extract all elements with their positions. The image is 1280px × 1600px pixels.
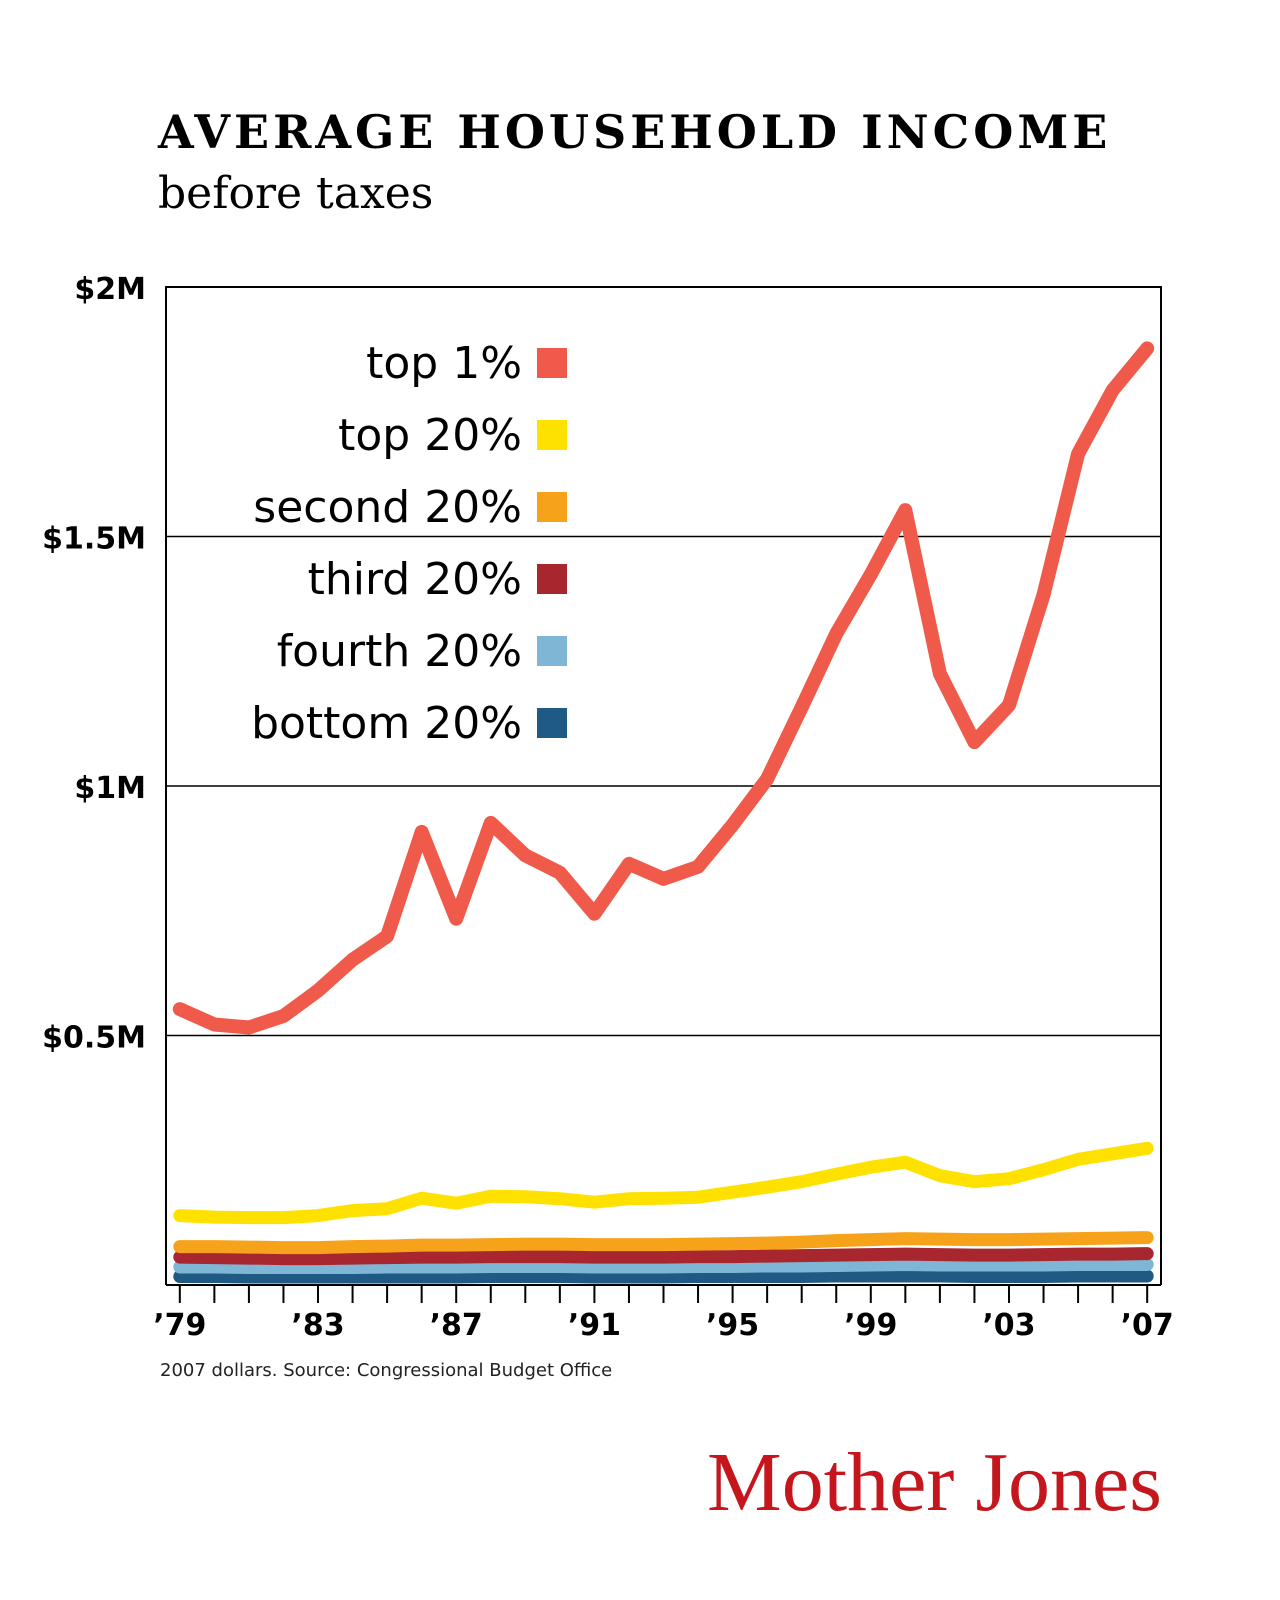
series-line	[173, 1269, 1154, 1284]
legend-swatch	[537, 564, 567, 594]
x-tick-label: ’91	[568, 1308, 621, 1343]
legend-label: third 20%	[308, 554, 522, 605]
chart-subtitle: before taxes	[158, 168, 433, 219]
source-note: 2007 dollars. Source: Congressional Budg…	[160, 1360, 612, 1381]
x-tick-label: ’03	[982, 1308, 1035, 1343]
legend-swatch	[537, 348, 567, 378]
x-tick-label: ’79	[153, 1308, 206, 1343]
legend-label: fourth 20%	[277, 626, 522, 677]
x-tick-label: ’87	[430, 1308, 483, 1343]
series-line	[173, 1247, 1154, 1266]
legend-label: bottom 20%	[251, 698, 522, 749]
legend-swatch	[537, 492, 567, 522]
legend-swatch	[537, 636, 567, 666]
series-line	[173, 1231, 1154, 1255]
chart-title: AVERAGE HOUSEHOLD INCOME	[157, 105, 1111, 159]
y-tick-label: $0.5M	[42, 1021, 146, 1056]
y-tick-label: $1M	[74, 771, 146, 806]
x-tick-label: ’95	[706, 1308, 759, 1343]
series-line	[173, 1141, 1154, 1225]
series-line	[173, 1258, 1154, 1274]
plot-frame	[165, 286, 1162, 1285]
y-tick-label: $1.5M	[42, 522, 146, 557]
x-tick-label: ’83	[291, 1308, 344, 1343]
x-tick-label: ’07	[1121, 1308, 1174, 1343]
logo: Mother Jones	[707, 1436, 1162, 1529]
legend-label: second 20%	[253, 482, 522, 533]
legend-label: top 1%	[366, 338, 522, 389]
series-line	[172, 341, 1155, 1035]
legend-swatch	[537, 708, 567, 738]
legend-label: top 20%	[338, 410, 522, 461]
y-tick-label: $2M	[74, 272, 146, 307]
legend-swatch	[537, 420, 567, 450]
x-tick-label: ’99	[844, 1308, 897, 1343]
